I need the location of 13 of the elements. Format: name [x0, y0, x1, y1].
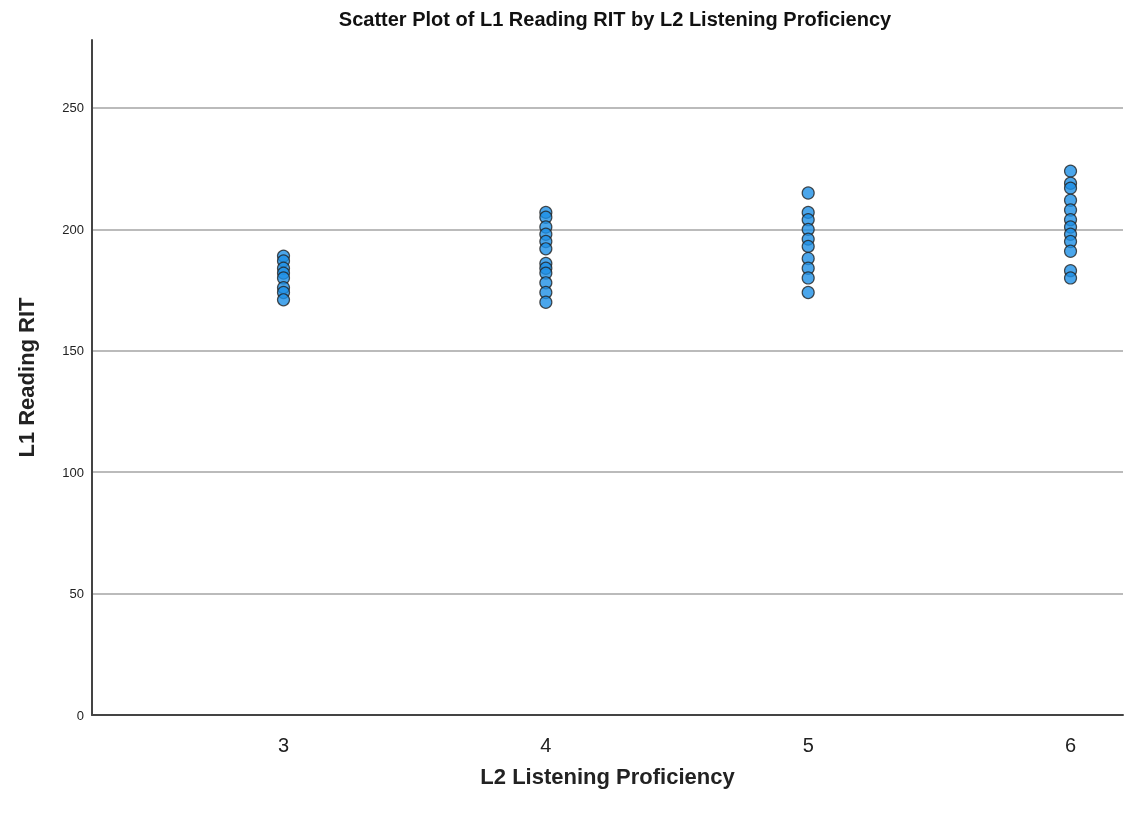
y-tick-label: 200 [62, 221, 84, 237]
x-tick-label: 6 [1064, 734, 1077, 756]
x-tick-label: 4 [540, 734, 552, 756]
y-tick-label: 50 [69, 586, 84, 602]
y-tick-label: 100 [62, 464, 84, 480]
x-tick-label: 5 [802, 734, 814, 756]
y-axis-title: L1 Reading RIT [13, 296, 39, 458]
y-tick-label: 0 [76, 707, 84, 723]
x-tick-label: 3 [277, 734, 290, 756]
x-axis-title: L2 Listening Proficiency [480, 763, 736, 789]
chart-title: Scatter Plot of L1 Reading RIT by L2 Listening Proficiency [338, 8, 893, 30]
y-tick-label: 150 [62, 343, 84, 359]
y-tick-label: 250 [62, 100, 84, 116]
